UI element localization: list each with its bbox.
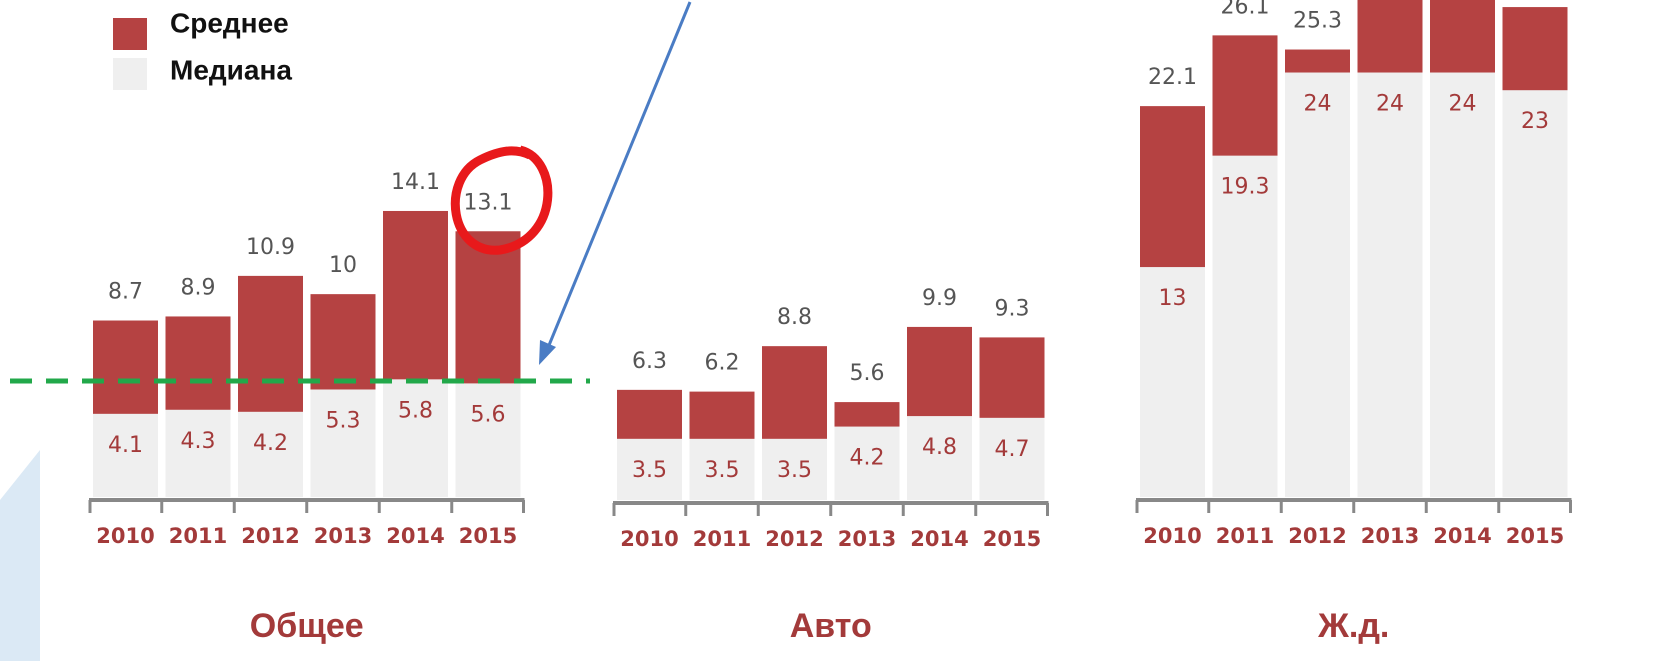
value-label: 9.9 [922,286,957,311]
value-label: 6.3 [632,349,667,374]
value-label: 9.3 [995,296,1030,321]
value-label: 4.7 [995,437,1030,462]
value-label: 4.1 [108,433,143,458]
panel-title: Общее [250,607,364,645]
value-label: 24 [1449,92,1477,117]
panel-title: Авто [790,607,872,645]
value-label: 5.6 [471,402,506,427]
value-label: 26.1 [1221,0,1270,19]
value-label: 3.5 [777,458,812,483]
median-bar [455,383,521,497]
median-bar [383,379,448,497]
value-label: 10.9 [246,235,295,260]
legend-label: Среднее [170,7,289,38]
value-label: 8.9 [181,275,216,300]
legend-label: Медиана [170,54,292,85]
x-tick-label: 2010 [620,527,678,551]
median-bar [1502,90,1568,497]
value-label: 14.1 [391,170,440,195]
panel-title: Ж.д. [1317,607,1389,645]
x-tick-label: 2010 [1143,524,1201,548]
median-bar [907,416,972,500]
x-tick-label: 2015 [983,527,1041,551]
value-label: 5.8 [398,398,433,423]
median-bar [1140,267,1205,497]
median-bar [1430,72,1495,497]
arrow-head [539,340,556,365]
median-bar [762,438,827,500]
value-label: 25.3 [1293,9,1342,34]
median-bar [1285,72,1350,497]
value-label: 8.8 [777,305,812,330]
value-label: 3.5 [705,458,740,483]
highlight-circle [450,145,553,255]
value-label: 10 [329,253,357,278]
value-label: 19.3 [1221,175,1270,200]
x-tick-label: 2015 [1506,524,1564,548]
value-label: 24 [1376,92,1404,117]
median-bar [93,413,158,497]
value-label: 13 [1159,286,1187,311]
x-tick-label: 2014 [1433,524,1491,548]
x-tick-label: 2010 [96,524,154,548]
x-tick-label: 2013 [1361,524,1419,548]
x-tick-label: 2011 [693,527,751,551]
x-tick-label: 2012 [1288,524,1346,548]
value-label: 4.2 [253,431,288,456]
x-tick-label: 2011 [169,524,227,548]
background-shape [0,450,40,661]
value-label: 24 [1304,92,1332,117]
arrow-line [543,1,692,356]
value-label: 13.1 [464,190,513,215]
value-label: 22.1 [1148,65,1197,90]
value-label: 8.7 [108,280,143,305]
x-tick-label: 2012 [241,524,299,548]
x-tick-label: 2012 [765,527,823,551]
x-tick-label: 2013 [314,524,372,548]
x-tick-label: 2014 [910,527,968,551]
value-label: 4.3 [181,429,216,454]
median-bar [238,411,303,497]
value-label: 5.6 [850,361,885,386]
value-label: 5.3 [326,408,361,433]
legend-swatch [113,58,147,90]
median-bar [617,438,682,500]
x-tick-label: 2013 [838,527,896,551]
median-bar [834,426,900,500]
value-label: 3.5 [632,458,667,483]
median-bar [689,438,755,500]
x-tick-label: 2015 [459,524,517,548]
value-label: 6.2 [705,351,740,376]
median-bar [1212,155,1278,497]
median-bar [310,389,376,497]
value-label: 4.2 [850,446,885,471]
value-label: 4.8 [922,435,957,460]
value-label: 23 [1521,109,1549,134]
legend-swatch [113,18,147,50]
median-bar [165,409,231,497]
median-bar [1357,72,1423,497]
median-bar [979,417,1045,500]
x-tick-label: 2011 [1216,524,1274,548]
x-tick-label: 2014 [386,524,444,548]
